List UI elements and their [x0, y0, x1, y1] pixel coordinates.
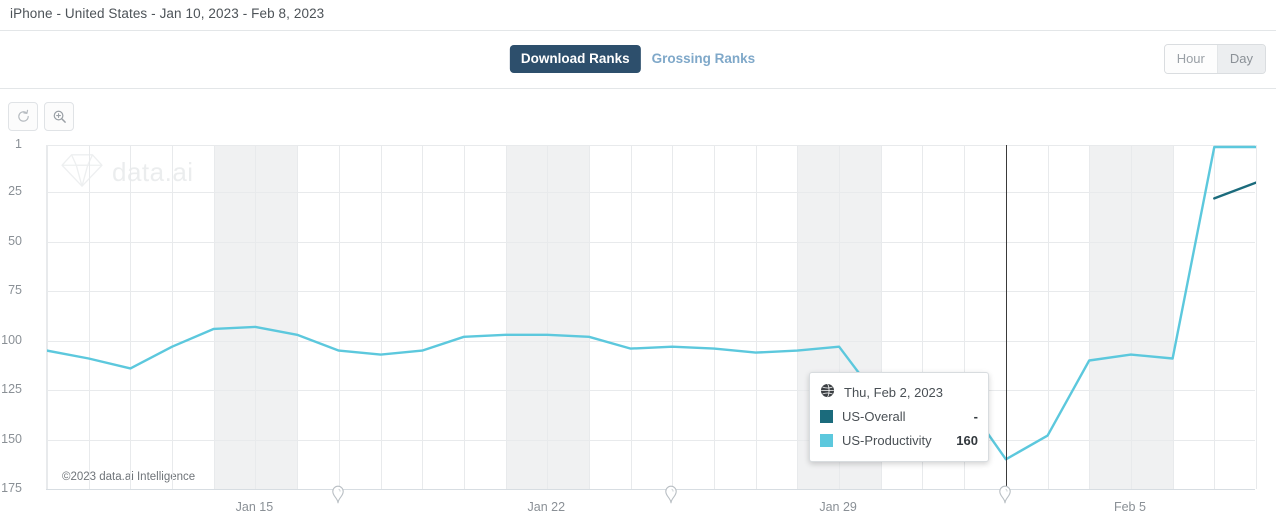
pin-marker[interactable]	[997, 482, 1013, 509]
tooltip-row-overall: US-Overall -	[820, 404, 978, 428]
gridline-horizontal	[47, 241, 1255, 243]
control-bar: Download Ranks Grossing Ranks Hour Day	[0, 31, 1276, 88]
tab-grossing-ranks-label: Grossing Ranks	[651, 51, 756, 66]
chart-toolbar	[8, 102, 74, 131]
gridline-vertical	[922, 145, 924, 489]
gridline-vertical	[1214, 145, 1216, 489]
tooltip-row-productivity: US-Productivity 160	[820, 428, 978, 452]
gridline-vertical	[338, 145, 340, 489]
y-axis-tick: 125	[1, 382, 22, 397]
gridline-vertical	[47, 145, 48, 489]
y-axis-tick: 1	[15, 137, 22, 151]
rank-chart[interactable]: data.ai ©2023 data.ai Intelligence 1 25 50…	[0, 137, 1276, 526]
y-axis-tick: 175	[1, 481, 22, 495]
tab-download-ranks-label: Download Ranks	[520, 51, 630, 66]
tooltip-value-productivity: 160	[956, 432, 978, 448]
series-layer	[47, 145, 1256, 461]
control-divider	[0, 88, 1276, 89]
gridline-vertical	[547, 145, 549, 489]
y-axis-tick: 25	[8, 184, 22, 199]
page-title: iPhone - United States - Jan 10, 2023 - …	[0, 0, 1276, 30]
gridline-horizontal	[47, 340, 1255, 342]
gridline-vertical	[422, 145, 424, 489]
chart-tooltip: Thu, Feb 2, 2023 US-Overall - US-Product…	[809, 372, 989, 462]
gridline-horizontal	[47, 192, 1255, 194]
gridline-vertical	[1256, 145, 1257, 489]
tooltip-date-row: Thu, Feb 2, 2023	[820, 380, 978, 404]
gridline-vertical	[588, 145, 590, 489]
tooltip-label-productivity: US-Productivity	[842, 432, 932, 448]
gridline-vertical	[463, 145, 465, 489]
granularity-hour-button[interactable]: Hour	[1164, 45, 1217, 73]
gridline-horizontal	[47, 439, 1255, 441]
gridline-vertical	[714, 145, 716, 489]
reset-zoom-icon	[16, 109, 31, 124]
gridline-vertical	[505, 145, 507, 489]
tooltip-value-overall: -	[973, 408, 978, 424]
gridline-vertical	[297, 145, 299, 489]
gridline-vertical	[755, 145, 757, 489]
gridline-vertical	[172, 145, 174, 489]
gridline-horizontal	[47, 390, 1255, 392]
gridline-vertical	[630, 145, 632, 489]
gridline-vertical	[380, 145, 382, 489]
x-axis-tick: Jan 29	[819, 500, 857, 514]
x-axis-tick: Feb 5	[1113, 500, 1146, 514]
x-axis-tick: Jan 22	[527, 500, 566, 514]
plot-area[interactable]: data.ai ©2023 data.ai Intelligence 1 25 50…	[1, 137, 1257, 495]
granularity-day-label: Day	[1229, 51, 1253, 66]
gridline-vertical	[255, 145, 257, 489]
series-line-us-overall	[1213, 181, 1256, 200]
y-axis-tick: 50	[8, 233, 22, 248]
granularity-toggle: Hour Day	[1163, 44, 1266, 74]
zoom-in-button[interactable]	[44, 102, 74, 131]
gridline-horizontal	[47, 145, 1255, 146]
x-axis-line	[46, 489, 1255, 490]
pin-marker[interactable]	[663, 482, 679, 509]
y-axis-tick: 75	[8, 283, 22, 298]
gridline-vertical	[880, 145, 882, 489]
gridline-vertical	[672, 145, 674, 489]
gridline-vertical	[88, 145, 90, 489]
rank-type-toggle: Download Ranks Grossing Ranks	[509, 45, 767, 73]
copyright-text: ©2023 data.ai Intelligence	[59, 470, 199, 484]
tab-download-ranks[interactable]: Download Ranks	[509, 45, 641, 73]
reset-zoom-button[interactable]	[8, 102, 38, 131]
gridline-vertical	[1130, 145, 1132, 489]
y-axis-tick: 150	[1, 431, 22, 446]
pin-marker[interactable]	[330, 482, 346, 509]
gridline-vertical	[797, 145, 799, 489]
gridline-vertical	[130, 145, 132, 489]
gridline-vertical	[1089, 145, 1091, 489]
globe-icon	[820, 383, 835, 401]
cursor-line	[1005, 145, 1008, 489]
x-axis-tick: Jan 15	[235, 500, 274, 514]
tooltip-label-overall: US-Overall	[842, 408, 906, 424]
legend-swatch-productivity	[820, 433, 833, 447]
legend-swatch-overall	[820, 409, 833, 423]
header-divider	[0, 30, 1276, 31]
gridline-vertical	[213, 145, 215, 489]
granularity-day-button[interactable]: Day	[1216, 45, 1265, 73]
zoom-in-icon	[52, 109, 67, 124]
y-axis-tick: 100	[1, 332, 22, 347]
series-line-us-productivity	[47, 145, 1256, 461]
page-title-text: iPhone - United States - Jan 10, 2023 - …	[10, 6, 325, 21]
gridline-vertical	[839, 145, 841, 489]
tab-grossing-ranks[interactable]: Grossing Ranks	[641, 45, 767, 73]
tooltip-date: Thu, Feb 2, 2023	[844, 384, 944, 400]
gridline-vertical	[1047, 145, 1049, 489]
gridline-vertical	[964, 145, 966, 489]
granularity-hour-label: Hour	[1176, 51, 1205, 66]
gridline-horizontal	[47, 291, 1255, 293]
gridline-vertical	[1172, 145, 1174, 489]
